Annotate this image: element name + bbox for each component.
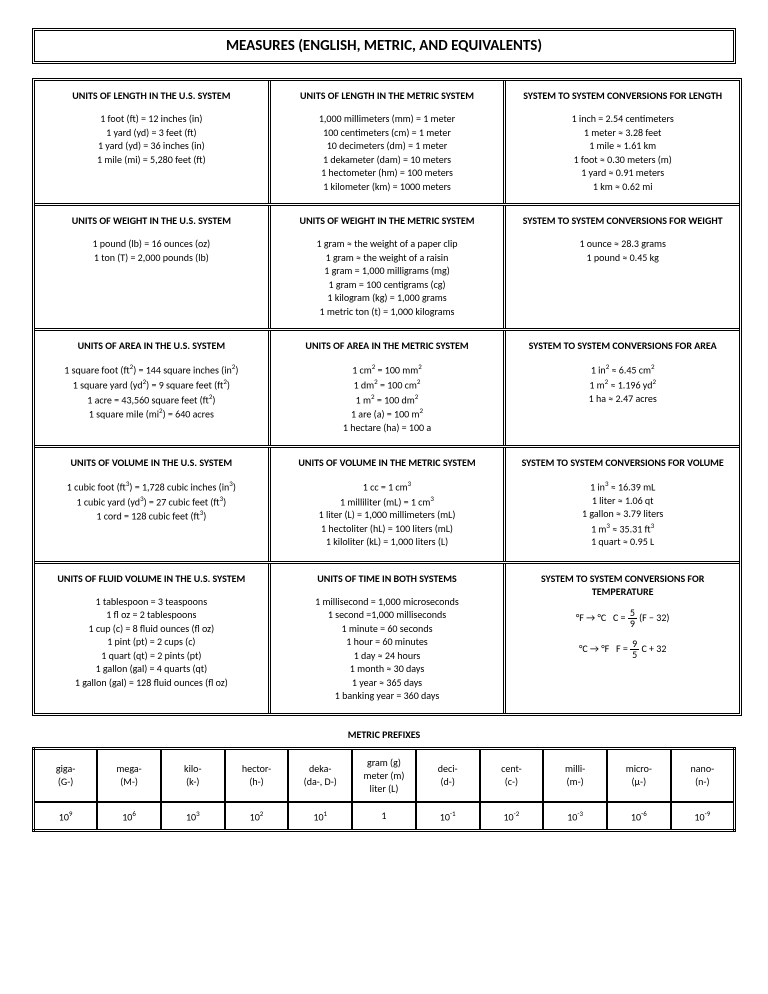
prefix-value: 10-9 <box>671 802 735 831</box>
cell: UNITS OF WEIGHT IN THE U.S. SYSTEM 1 poun… <box>35 206 268 328</box>
cell-heading: SYSTEM TO SYSTEM CONVERSIONS FOR LENGTH <box>514 89 731 102</box>
prefix-name: cent-(c-) <box>480 748 544 802</box>
cell: UNITS OF AREA IN THE U.S. SYSTEM 1 square… <box>35 331 268 445</box>
cell-body: 1 square foot (ft2) = 144 square inches … <box>43 362 260 421</box>
prefixes-heading: METRIC PREFIXES <box>32 728 736 741</box>
cell-body: 1 gram ≈ the weight of a paper clip1 gra… <box>279 237 496 318</box>
cell: UNITS OF LENGTH IN THE METRIC SYSTEM 1,00… <box>268 81 504 203</box>
prefix-name: deka-(da-, D-) <box>288 748 352 802</box>
cell: UNITS OF FLUID VOLUME IN THE U.S. SYSTEM… <box>35 564 268 713</box>
cell: SYSTEM TO SYSTEM CONVERSIONS FOR TEMPERA… <box>503 564 739 713</box>
prefix-table: giga-(G-)mega-(M-)kilo-(k-)hector-(h-)de… <box>32 747 736 832</box>
cell-body: 1 millisecond = 1,000 microseconds1 seco… <box>279 595 496 703</box>
cell: UNITS OF TIME IN BOTH SYSTEMS 1 milliseco… <box>268 564 504 713</box>
cell-heading: SYSTEM TO SYSTEM CONVERSIONS FOR WEIGHT <box>514 214 731 227</box>
cell-heading: SYSTEM TO SYSTEM CONVERSIONS FOR AREA <box>514 339 731 352</box>
prefix-name: hector-(h-) <box>225 748 289 802</box>
prefix-value: 10-1 <box>416 802 480 831</box>
prefix-name: mega-(M-) <box>97 748 161 802</box>
table-row: UNITS OF AREA IN THE U.S. SYSTEM 1 square… <box>35 328 739 445</box>
cell-body: 1 inch = 2.54 centimeters1 meter ≈ 3.28 … <box>514 112 731 193</box>
cell-heading: UNITS OF LENGTH IN THE U.S. SYSTEM <box>43 89 260 102</box>
prefix-value: 1 <box>352 802 416 831</box>
cell: SYSTEM TO SYSTEM CONVERSIONS FOR VOLUME 1… <box>503 448 739 561</box>
prefix-name: milli-(m-) <box>543 748 607 802</box>
prefix-value: 106 <box>97 802 161 831</box>
cell: UNITS OF LENGTH IN THE U.S. SYSTEM 1 foot… <box>35 81 268 203</box>
table-row: UNITS OF FLUID VOLUME IN THE U.S. SYSTEM… <box>35 561 739 713</box>
cell-heading: UNITS OF AREA IN THE U.S. SYSTEM <box>43 339 260 352</box>
cell: UNITS OF WEIGHT IN THE METRIC SYSTEM 1 gr… <box>268 206 504 328</box>
prefix-value: 103 <box>161 802 225 831</box>
main-grid: UNITS OF LENGTH IN THE U.S. SYSTEM 1 foot… <box>32 78 742 716</box>
cell-body: 1 tablespoon = 3 teaspoons1 fl oz = 2 ta… <box>43 595 260 690</box>
prefix-value: 10-2 <box>480 802 544 831</box>
cell-heading: UNITS OF VOLUME IN THE METRIC SYSTEM <box>279 456 496 469</box>
cell: UNITS OF AREA IN THE METRIC SYSTEM 1 cm2 … <box>268 331 504 445</box>
prefix-value: 10-6 <box>607 802 671 831</box>
cell-heading: SYSTEM TO SYSTEM CONVERSIONS FOR TEMPERA… <box>514 572 731 598</box>
cell-body: °F → °C C = 59 (F − 32)°C → °F F = 95 C … <box>514 608 731 660</box>
cell: UNITS OF VOLUME IN THE METRIC SYSTEM 1 cc… <box>268 448 504 561</box>
cell-body: 1 cubic foot (ft3) = 1,728 cubic inches … <box>43 479 260 523</box>
cell: UNITS OF VOLUME IN THE U.S. SYSTEM 1 cubi… <box>35 448 268 561</box>
cell: SYSTEM TO SYSTEM CONVERSIONS FOR AREA 1 i… <box>503 331 739 445</box>
cell-heading: UNITS OF VOLUME IN THE U.S. SYSTEM <box>43 456 260 469</box>
prefix-value: 102 <box>225 802 289 831</box>
cell: SYSTEM TO SYSTEM CONVERSIONS FOR LENGTH 1… <box>503 81 739 203</box>
cell-body: 1 in2 ≈ 6.45 cm21 m2 ≈ 1.196 yd21 ha ≈ 2… <box>514 362 731 405</box>
prefix-name: giga-(G-) <box>34 748 98 802</box>
cell-heading: UNITS OF WEIGHT IN THE METRIC SYSTEM <box>279 214 496 227</box>
cell-heading: UNITS OF LENGTH IN THE METRIC SYSTEM <box>279 89 496 102</box>
cell-body: 1 cc = 1 cm31 milliliter (mL) = 1 cm31 l… <box>279 479 496 549</box>
cell-body: 1 in3 ≈ 16.39 mL1 liter ≈ 1.06 qt1 gallo… <box>514 479 731 549</box>
table-row: UNITS OF WEIGHT IN THE U.S. SYSTEM 1 poun… <box>35 203 739 328</box>
table-row: UNITS OF VOLUME IN THE U.S. SYSTEM 1 cubi… <box>35 445 739 561</box>
prefix-name: gram (g)meter (m)liter (L) <box>352 748 416 802</box>
cell: SYSTEM TO SYSTEM CONVERSIONS FOR WEIGHT 1… <box>503 206 739 328</box>
cell-heading: UNITS OF FLUID VOLUME IN THE U.S. SYSTEM <box>43 572 260 585</box>
prefix-name: micro-(μ-) <box>607 748 671 802</box>
cell-body: 1 pound (lb) = 16 ounces (oz)1 ton (T) =… <box>43 237 260 264</box>
cell-body: 1 foot (ft) = 12 inches (in)1 yard (yd) … <box>43 112 260 166</box>
prefix-name: nano-(n-) <box>671 748 735 802</box>
cell-heading: UNITS OF WEIGHT IN THE U.S. SYSTEM <box>43 214 260 227</box>
prefix-name: kilo-(k-) <box>161 748 225 802</box>
prefix-value: 109 <box>34 802 98 831</box>
cell-heading: SYSTEM TO SYSTEM CONVERSIONS FOR VOLUME <box>514 456 731 469</box>
prefix-name: deci-(d-) <box>416 748 480 802</box>
cell-body: 1 cm2 = 100 mm21 dm2 = 100 cm21 m2 = 100… <box>279 362 496 435</box>
page-title: MEASURES (ENGLISH, METRIC, AND EQUIVALEN… <box>32 28 736 64</box>
cell-heading: UNITS OF TIME IN BOTH SYSTEMS <box>279 572 496 585</box>
prefix-value: 101 <box>288 802 352 831</box>
table-row: UNITS OF LENGTH IN THE U.S. SYSTEM 1 foot… <box>35 81 739 203</box>
cell-body: 1 ounce ≈ 28.3 grams1 pound ≈ 0.45 kg <box>514 237 731 264</box>
prefix-value: 10-3 <box>543 802 607 831</box>
cell-heading: UNITS OF AREA IN THE METRIC SYSTEM <box>279 339 496 352</box>
cell-body: 1,000 millimeters (mm) = 1 meter100 cent… <box>279 112 496 193</box>
